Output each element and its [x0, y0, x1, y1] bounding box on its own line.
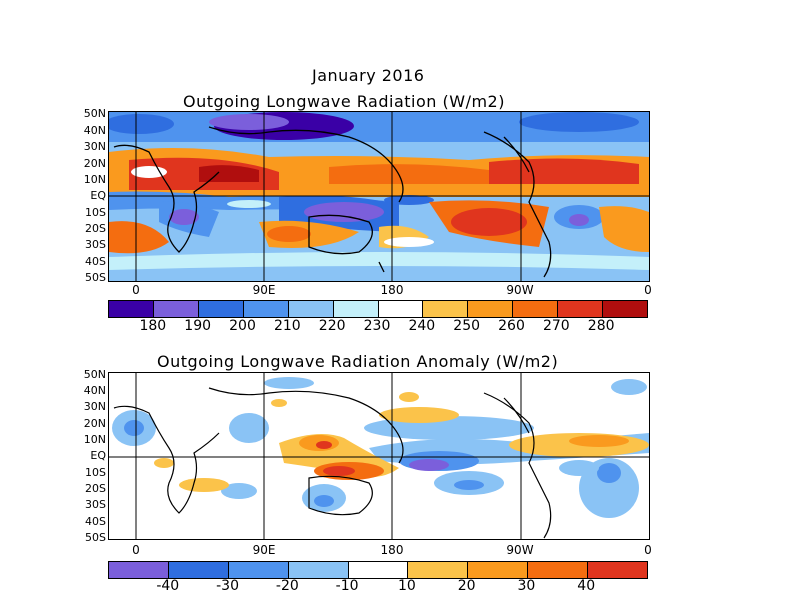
colorbar-swatch — [333, 301, 379, 317]
lat-label: 30N — [83, 400, 106, 413]
colorbar-label: 250 — [453, 318, 481, 334]
lat-label: EQ — [90, 449, 106, 462]
colorbar-label: 10 — [397, 578, 416, 594]
colorbar-label: 240 — [408, 318, 436, 334]
colorbar-swatch — [243, 301, 289, 317]
lat-label: 20S — [85, 482, 106, 495]
lon-label: 90W — [506, 283, 534, 297]
colorbar-label: 270 — [542, 318, 570, 334]
lon-label: 0 — [644, 283, 652, 297]
lat-label: 20S — [85, 222, 106, 235]
colorbar-swatch — [588, 562, 648, 578]
colorbar-label: -40 — [156, 578, 180, 594]
colorbar-label: -20 — [275, 578, 299, 594]
lat-label: 50N — [83, 368, 106, 381]
lat-label: EQ — [90, 189, 106, 202]
colorbar-label: 220 — [318, 318, 346, 334]
colorbar-label: 30 — [517, 578, 536, 594]
colorbar-swatch — [603, 301, 648, 317]
olr-map — [108, 111, 650, 282]
lat-label: 30N — [83, 140, 106, 153]
colorbar-swatch — [109, 562, 169, 578]
colorbar-label: 200 — [229, 318, 256, 334]
colorbar-swatch — [288, 301, 334, 317]
lat-label: 50S — [85, 531, 106, 544]
colorbar-swatch — [528, 562, 589, 578]
colorbar-label: 190 — [184, 318, 212, 334]
lat-label: 50S — [85, 271, 106, 284]
colorbar-swatch — [109, 301, 154, 317]
lon-label: 90E — [252, 543, 276, 557]
colorbar-label: -30 — [216, 578, 239, 594]
colorbar-swatch — [558, 301, 604, 317]
lat-label: 30S — [85, 238, 106, 251]
colorbar-swatch — [468, 301, 514, 317]
lon-label: 180 — [380, 283, 404, 297]
colorbar-swatch — [153, 301, 199, 317]
colorbar-swatch — [288, 562, 349, 578]
lat-label: 30S — [85, 498, 106, 511]
top-map-title: Outgoing Longwave Radiation (W/m2) — [183, 92, 505, 111]
colorbar-label: -10 — [335, 578, 359, 594]
lat-label: 20N — [83, 417, 106, 430]
colorbar-swatch — [168, 562, 229, 578]
figure-title: January 2016 — [312, 66, 425, 85]
colorbar-swatch — [408, 562, 469, 578]
colorbar-swatch — [198, 301, 244, 317]
lon-label: 0 — [644, 543, 652, 557]
lon-label: 0 — [132, 283, 140, 297]
lat-label: 10N — [83, 433, 106, 446]
bottom-map-title: Outgoing Longwave Radiation Anomaly (W/m… — [157, 352, 559, 371]
olr-colorbar — [108, 300, 648, 318]
lon-label: 0 — [132, 543, 140, 557]
colorbar-swatch — [348, 562, 409, 578]
olr-anomaly-map — [108, 372, 650, 540]
colorbar-swatch — [228, 562, 289, 578]
colorbar-swatch — [513, 301, 559, 317]
lat-label: 10N — [83, 173, 106, 186]
colorbar-swatch — [423, 301, 469, 317]
lat-label: 40S — [85, 515, 106, 528]
colorbar-swatch — [378, 301, 424, 317]
lon-label: 90W — [506, 543, 534, 557]
colorbar-label: 20 — [457, 578, 476, 594]
lat-label: 40S — [85, 255, 106, 268]
lat-label: 50N — [83, 107, 106, 120]
lat-label: 10S — [85, 466, 106, 479]
colorbar-label: 230 — [363, 318, 391, 334]
colorbar-label: 180 — [139, 318, 167, 334]
lat-label: 20N — [83, 157, 106, 170]
lat-label: 40N — [83, 124, 106, 137]
colorbar-label: 40 — [577, 578, 596, 594]
lat-label: 10S — [85, 206, 106, 219]
colorbar-label: 280 — [587, 318, 615, 334]
colorbar-label: 260 — [498, 318, 525, 334]
lon-label: 180 — [380, 543, 404, 557]
anomaly-colorbar — [108, 561, 648, 579]
colorbar-label: 210 — [273, 318, 301, 334]
lat-label: 40N — [83, 384, 106, 397]
lon-label: 90E — [252, 283, 276, 297]
colorbar-swatch — [468, 562, 529, 578]
